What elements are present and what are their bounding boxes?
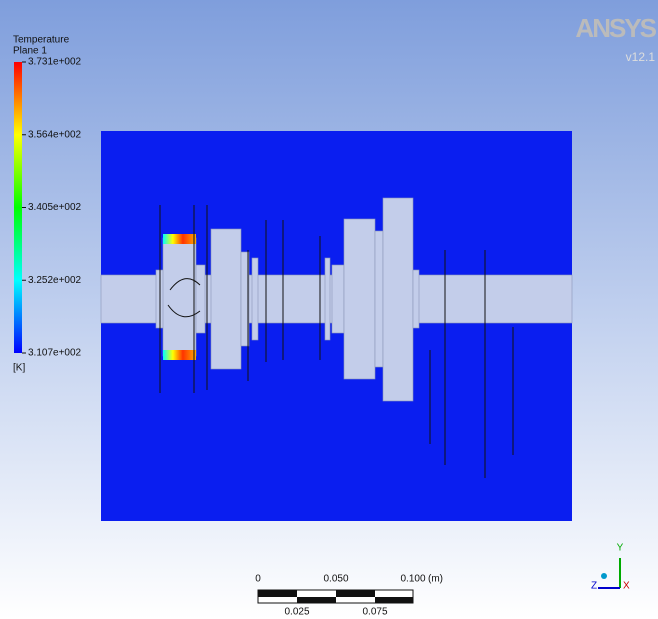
axis-label: Y [617,543,624,554]
axis-label: X [623,581,630,592]
legend-label: 3.405e+002 [28,202,82,213]
color-bar [14,62,22,353]
viewer: Temperature Plane 1 3.731e+002 3.564e+002… [0,0,658,619]
scale-bar [258,590,413,603]
axis-label: Z [591,581,597,592]
scale-label: 0.025 [284,607,309,618]
legend-subtitle: Plane 1 [13,46,47,57]
legend-label: 3.564e+002 [28,129,82,140]
scale-unit: (m) [428,574,443,585]
legend-title: Temperature [13,35,70,46]
legend-label: 3.252e+002 [28,275,82,286]
version: v12.1 [626,50,656,64]
scale-label: 0.075 [362,607,387,618]
scale-label: 0 [255,574,261,585]
legend-unit: [K] [13,363,25,374]
legend-label: 3.107e+002 [28,348,82,359]
scale-label: 0.050 [323,574,348,585]
scale-label: 0.100 [400,574,425,585]
logo: ANSYS [575,13,656,43]
legend-label: 3.731e+002 [28,57,82,68]
